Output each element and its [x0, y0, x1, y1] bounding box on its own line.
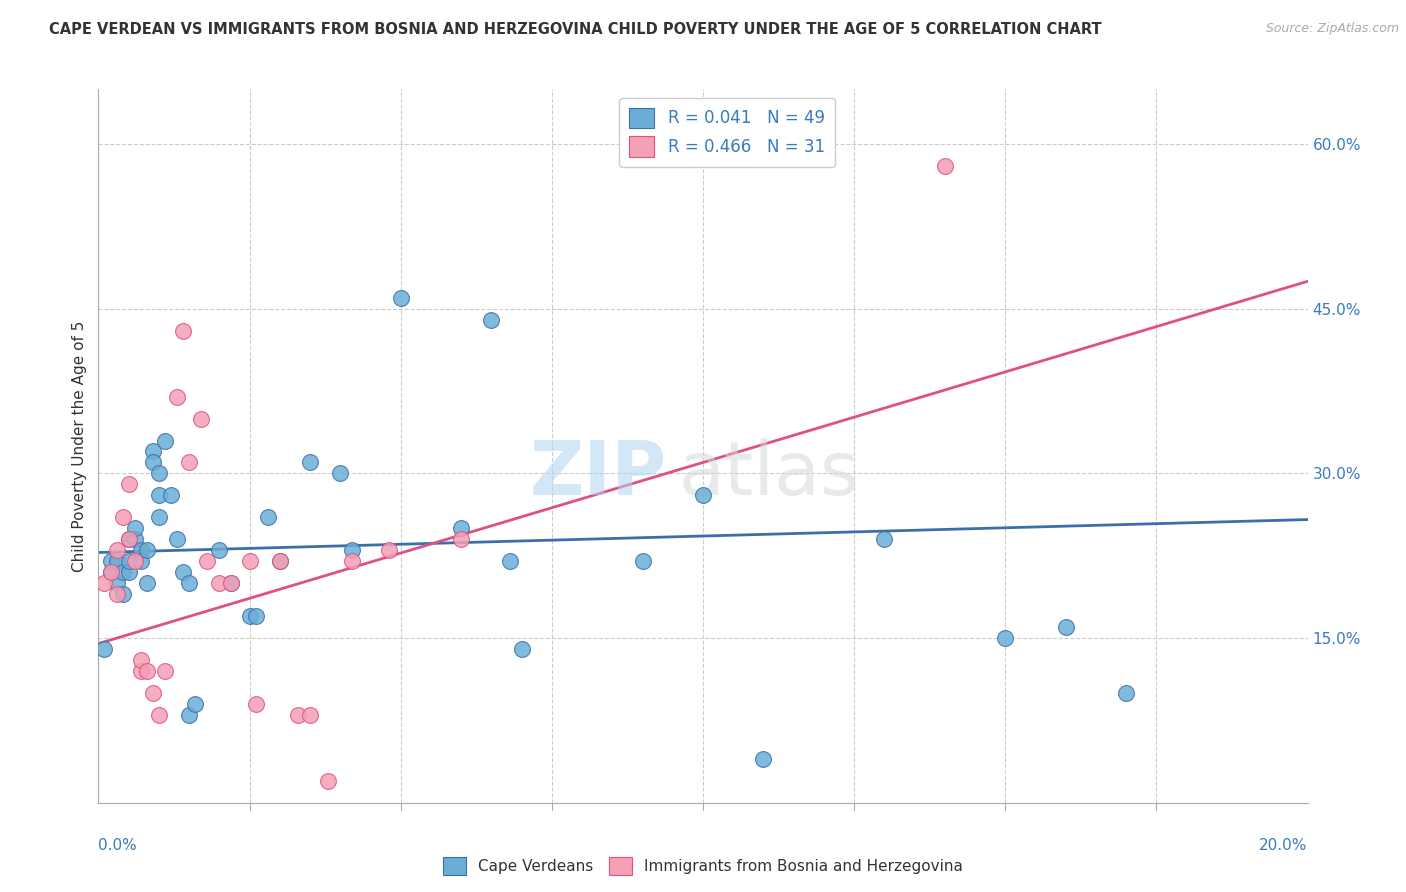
Point — [129, 554, 152, 568]
Point — [184, 697, 207, 711]
Point — [245, 609, 267, 624]
Point — [450, 521, 472, 535]
Point — [93, 576, 115, 591]
Point — [135, 664, 157, 678]
Point — [118, 533, 141, 547]
Point — [172, 566, 194, 580]
Point — [389, 291, 412, 305]
Text: 20.0%: 20.0% — [1260, 838, 1308, 854]
Point — [118, 554, 141, 568]
Point — [135, 576, 157, 591]
Point — [752, 752, 775, 766]
Text: ZIP: ZIP — [530, 438, 666, 511]
Point — [221, 576, 243, 591]
Point — [160, 488, 183, 502]
Point — [190, 411, 212, 425]
Point — [142, 455, 165, 469]
Point — [148, 510, 170, 524]
Point — [239, 609, 262, 624]
Text: atlas: atlas — [679, 438, 860, 511]
Point — [105, 543, 128, 558]
Point — [377, 543, 399, 558]
Point — [195, 554, 218, 568]
Legend: Cape Verdeans, Immigrants from Bosnia and Herzegovina: Cape Verdeans, Immigrants from Bosnia an… — [439, 852, 967, 880]
Point — [481, 312, 503, 326]
Point — [172, 324, 194, 338]
Point — [111, 566, 134, 580]
Text: CAPE VERDEAN VS IMMIGRANTS FROM BOSNIA AND HERZEGOVINA CHILD POVERTY UNDER THE A: CAPE VERDEAN VS IMMIGRANTS FROM BOSNIA A… — [49, 22, 1102, 37]
Point — [100, 554, 122, 568]
Point — [118, 477, 141, 491]
Point — [105, 554, 128, 568]
Point — [148, 467, 170, 481]
Point — [994, 631, 1017, 645]
Point — [239, 554, 262, 568]
Point — [166, 390, 188, 404]
Y-axis label: Child Poverty Under the Age of 5: Child Poverty Under the Age of 5 — [72, 320, 87, 572]
Point — [692, 488, 714, 502]
Point — [342, 543, 364, 558]
Point — [93, 642, 115, 657]
Point — [118, 566, 141, 580]
Point — [129, 543, 152, 558]
Point — [287, 708, 309, 723]
Point — [105, 587, 128, 601]
Point — [342, 554, 364, 568]
Point — [142, 444, 165, 458]
Point — [208, 543, 231, 558]
Point — [100, 566, 122, 580]
Point — [118, 533, 141, 547]
Point — [124, 554, 146, 568]
Point — [179, 708, 201, 723]
Point — [269, 554, 291, 568]
Point — [299, 708, 322, 723]
Point — [510, 642, 533, 657]
Point — [498, 554, 520, 568]
Point — [111, 510, 134, 524]
Point — [873, 533, 896, 547]
Text: Source: ZipAtlas.com: Source: ZipAtlas.com — [1265, 22, 1399, 36]
Point — [208, 576, 231, 591]
Point — [179, 455, 201, 469]
Point — [245, 697, 267, 711]
Legend: R = 0.041   N = 49, R = 0.466   N = 31: R = 0.041 N = 49, R = 0.466 N = 31 — [620, 97, 835, 167]
Point — [256, 510, 278, 524]
Point — [105, 576, 128, 591]
Point — [148, 488, 170, 502]
Point — [631, 554, 654, 568]
Point — [299, 455, 322, 469]
Point — [129, 664, 152, 678]
Point — [111, 587, 134, 601]
Point — [148, 708, 170, 723]
Point — [142, 686, 165, 700]
Point — [179, 576, 201, 591]
Point — [221, 576, 243, 591]
Point — [1115, 686, 1137, 700]
Point — [135, 543, 157, 558]
Point — [934, 159, 956, 173]
Point — [124, 533, 146, 547]
Point — [269, 554, 291, 568]
Text: 0.0%: 0.0% — [98, 838, 138, 854]
Point — [316, 773, 339, 788]
Point — [450, 533, 472, 547]
Point — [166, 533, 188, 547]
Point — [100, 566, 122, 580]
Point — [1054, 620, 1077, 634]
Point — [329, 467, 352, 481]
Point — [153, 434, 176, 448]
Point — [124, 521, 146, 535]
Point — [129, 653, 152, 667]
Point — [153, 664, 176, 678]
